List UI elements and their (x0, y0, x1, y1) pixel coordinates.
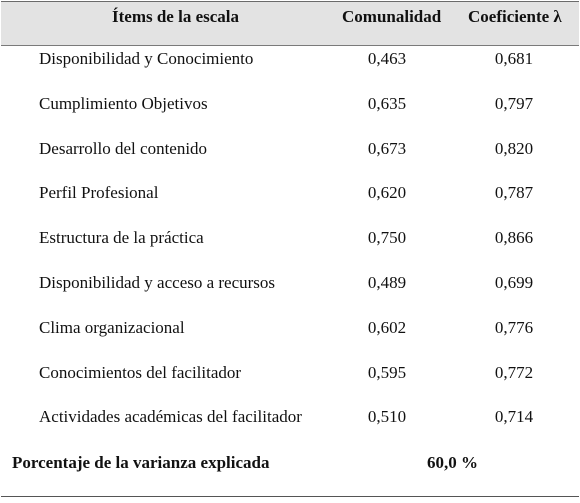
bottom-rule (1, 496, 579, 497)
variance-explained-label: Porcentaje de la varianza explicada (12, 453, 270, 472)
table-row: Actividades académicas del facilitador 0… (0, 406, 580, 428)
table-row: Clima organizacional 0,602 0,776 (0, 317, 580, 339)
row-item: Cumplimiento Objetivos (39, 94, 208, 113)
header-communality: Comunalidad (342, 7, 442, 26)
row-coefficient: 0,820 (494, 139, 534, 158)
header-coefficient: Coeficiente λ (468, 7, 562, 26)
row-communality: 0,489 (367, 273, 407, 292)
row-coefficient: 0,772 (494, 363, 534, 382)
header-items: Ítems de la escala (112, 7, 240, 26)
row-coefficient: 0,699 (494, 273, 534, 292)
table-row: Estructura de la práctica 0,750 0,866 (0, 227, 580, 249)
row-communality: 0,620 (367, 183, 407, 202)
row-item: Clima organizacional (39, 318, 185, 337)
variance-explained-value: 60,0 % (427, 453, 478, 472)
row-item: Perfil Profesional (39, 183, 159, 202)
table-row: Cumplimiento Objetivos 0,635 0,797 (0, 93, 580, 115)
top-rule (1, 1, 579, 2)
row-coefficient: 0,787 (494, 183, 534, 202)
row-communality: 0,595 (367, 363, 407, 382)
table-row: Perfil Profesional 0,620 0,787 (0, 182, 580, 204)
row-item: Disponibilidad y acceso a recursos (39, 273, 276, 292)
row-coefficient: 0,797 (494, 94, 534, 113)
row-item: Conocimientos del facilitador (39, 363, 242, 382)
table-row: Disponibilidad y Conocimiento 0,463 0,68… (0, 48, 580, 70)
table-header: Ítems de la escala Comunalidad Coeficien… (1, 2, 579, 45)
row-communality: 0,463 (367, 49, 407, 68)
row-coefficient: 0,776 (494, 318, 534, 337)
row-item: Desarrollo del contenido (39, 139, 208, 158)
table-row: Disponibilidad y acceso a recursos 0,489… (0, 272, 580, 294)
row-communality: 0,602 (367, 318, 407, 337)
row-coefficient: 0,714 (494, 407, 534, 426)
row-communality: 0,750 (367, 228, 407, 247)
table-row: Desarrollo del contenido 0,673 0,820 (0, 138, 580, 160)
row-item: Estructura de la práctica (39, 228, 204, 247)
row-communality: 0,673 (367, 139, 407, 158)
row-coefficient: 0,681 (494, 49, 534, 68)
row-item: Disponibilidad y Conocimiento (39, 49, 254, 68)
row-coefficient: 0,866 (494, 228, 534, 247)
row-communality: 0,635 (367, 94, 407, 113)
row-communality: 0,510 (367, 407, 407, 426)
row-item: Actividades académicas del facilitador (39, 407, 302, 426)
table-row: Conocimientos del facilitador 0,595 0,77… (0, 362, 580, 384)
header-rule (1, 45, 579, 46)
